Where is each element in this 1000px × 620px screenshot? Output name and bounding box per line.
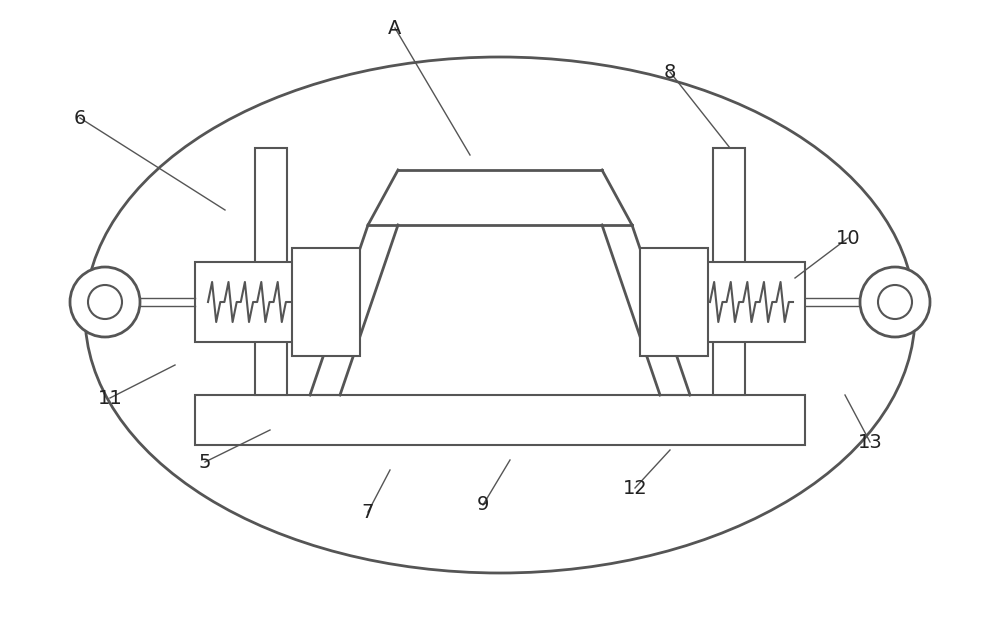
Text: 5: 5 xyxy=(199,453,211,471)
Circle shape xyxy=(860,267,930,337)
Text: 7: 7 xyxy=(362,502,374,521)
Text: 9: 9 xyxy=(477,495,489,515)
Text: 8: 8 xyxy=(664,63,676,81)
Bar xyxy=(713,148,745,395)
Bar xyxy=(642,262,805,342)
Bar xyxy=(292,248,360,356)
Text: A: A xyxy=(388,19,402,37)
Bar xyxy=(195,395,805,445)
Text: 13: 13 xyxy=(858,433,882,451)
Text: 11: 11 xyxy=(98,389,122,407)
Bar xyxy=(195,262,358,342)
Text: 10: 10 xyxy=(836,229,860,247)
Circle shape xyxy=(70,267,140,337)
Bar xyxy=(640,248,708,356)
Text: 6: 6 xyxy=(74,108,86,128)
Bar xyxy=(255,148,287,395)
Text: 12: 12 xyxy=(623,479,647,497)
